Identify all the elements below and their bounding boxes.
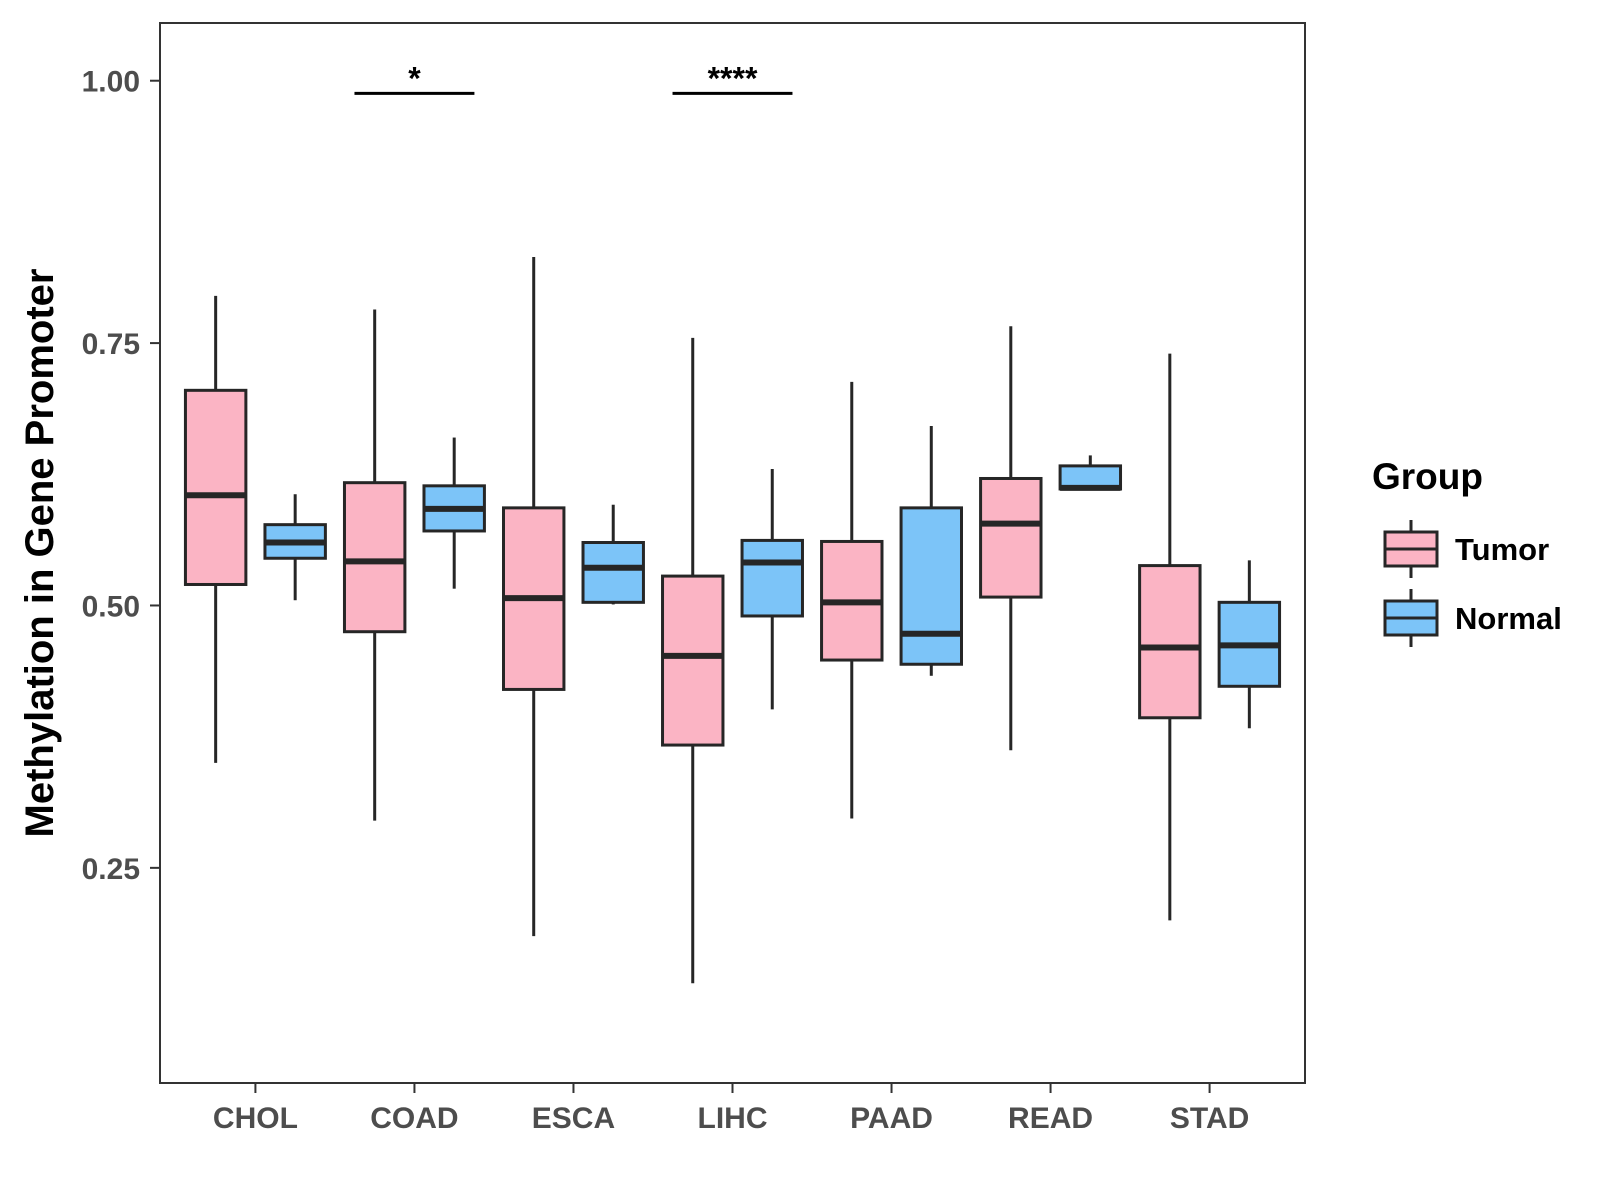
- box-body: [661, 574, 725, 747]
- x-tick-label: CHOL: [213, 1102, 298, 1135]
- significance-label: *: [408, 60, 421, 96]
- box-normal-lihc: [740, 469, 804, 710]
- box-body: [979, 476, 1043, 599]
- box-normal-coad: [422, 437, 486, 589]
- box-body: [899, 506, 964, 666]
- box-tumor-paad: [820, 381, 884, 819]
- legend-key-tumor: [1383, 520, 1439, 578]
- box-body: [581, 541, 645, 604]
- box-body: [1138, 564, 1202, 720]
- x-tick-label: STAD: [1170, 1102, 1249, 1135]
- x-tick-label: ESCA: [532, 1102, 615, 1135]
- box-tumor-chol: [183, 295, 248, 763]
- box-body: [342, 481, 407, 634]
- x-tick-label: LIHC: [698, 1102, 768, 1135]
- box-body: [740, 538, 804, 618]
- significance-label: ****: [708, 60, 758, 96]
- legend-key-normal: [1383, 589, 1439, 647]
- x-tick-label: READ: [1008, 1102, 1093, 1135]
- legend-title: Group: [1372, 456, 1483, 497]
- x-tick-label: PAAD: [850, 1102, 933, 1135]
- legend: Group Tumor Normal: [1372, 456, 1562, 647]
- box-body: [183, 388, 248, 586]
- box-normal-paad: [899, 426, 964, 676]
- box-normal-read: [1058, 455, 1123, 491]
- box-tumor-coad: [342, 309, 407, 821]
- box-tumor-esca: [502, 257, 566, 937]
- y-axis-title: Methylation in Gene Promoter: [18, 269, 62, 838]
- box-normal-stad: [1217, 560, 1282, 729]
- legend-label-tumor: Tumor: [1455, 532, 1549, 567]
- box-tumor-read: [979, 326, 1043, 751]
- box-normal-esca: [581, 504, 645, 605]
- y-tick-label: 0.75: [82, 328, 140, 361]
- y-tick-label: 1.00: [82, 66, 140, 99]
- box-tumor-lihc: [661, 337, 725, 984]
- box-normal-chol: [263, 494, 327, 601]
- y-tick-label: 0.50: [82, 590, 140, 623]
- box-tumor-stad: [1138, 353, 1202, 921]
- y-tick-label: 0.25: [82, 853, 140, 886]
- legend-label-normal: Normal: [1455, 601, 1562, 636]
- x-tick-label: COAD: [370, 1102, 458, 1135]
